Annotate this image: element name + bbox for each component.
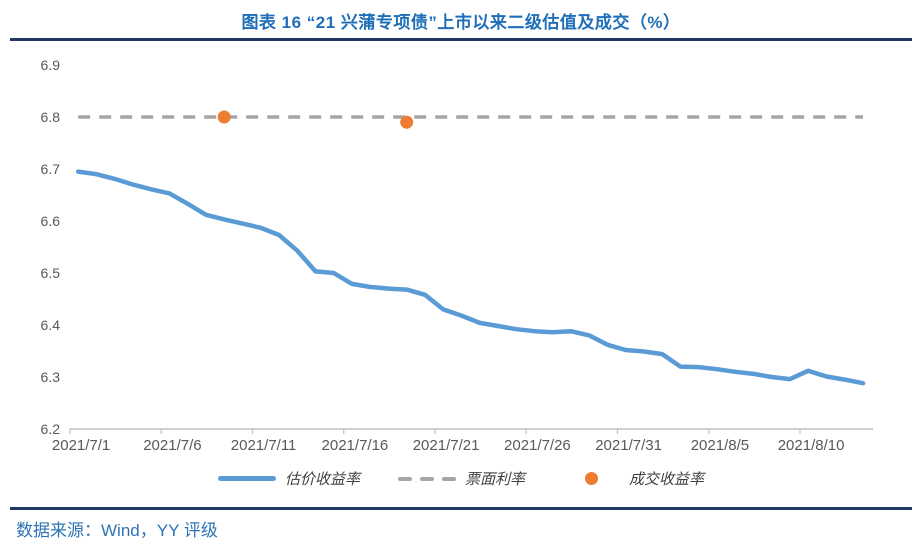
x-axis-label: 2021/8/5 — [691, 437, 749, 454]
chart-area: 6.9 6.8 6.7 6.6 6.5 6.4 6.3 6.2 2021/7/1 2021/7/6… — [0, 42, 922, 462]
chart-legend: 估价收益率 票面利率 成交收益率 — [0, 468, 922, 489]
x-axis-label: 2021/8/10 — [778, 437, 845, 454]
x-axis-label: 2021/7/21 — [413, 437, 480, 454]
x-axis-label: 2021/7/6 — [143, 437, 201, 454]
x-axis-label: 2021/7/1 — [52, 437, 110, 454]
x-axis-label: 2021/7/11 — [231, 437, 297, 454]
x-axis-label: 2021/7/31 — [595, 437, 662, 454]
y-axis-label: 6.5 — [41, 265, 61, 281]
line-series-icon — [217, 476, 276, 481]
data-source-note: 数据来源：Wind，YY 评级 — [16, 521, 218, 540]
y-axis-label: 6.8 — [41, 109, 61, 125]
y-axis-label: 6.4 — [41, 317, 61, 333]
chart-title: 图表 16 “21 兴蒲专项债”上市以来二级估值及成交（%） — [241, 13, 681, 32]
footer-divider — [10, 507, 912, 510]
x-axis-label: 2021/7/16 — [322, 437, 389, 454]
y-axis-label: 6.2 — [41, 421, 61, 437]
legend-item-valuation-yield: 估价收益率 — [217, 468, 360, 489]
y-axis-label: 6.9 — [41, 57, 61, 73]
legend-item-trade-yield: 成交收益率 — [563, 468, 704, 489]
trade-yield-dot — [217, 110, 231, 124]
dashed-line-icon — [397, 476, 456, 481]
legend-label: 票面利率 — [464, 471, 525, 488]
y-axis-label: 6.6 — [41, 213, 61, 229]
title-divider — [10, 38, 912, 41]
legend-label: 成交收益率 — [629, 471, 705, 488]
legend-item-coupon-rate: 票面利率 — [397, 468, 525, 489]
legend-label: 估价收益率 — [284, 471, 360, 488]
trade-yield-dot — [400, 115, 414, 129]
valuation-yield-line — [75, 169, 866, 386]
dot-marker-icon — [585, 472, 598, 485]
x-axis-label: 2021/7/26 — [504, 437, 571, 454]
y-axis-label: 6.7 — [41, 161, 61, 177]
y-axis-label: 6.3 — [41, 369, 61, 385]
